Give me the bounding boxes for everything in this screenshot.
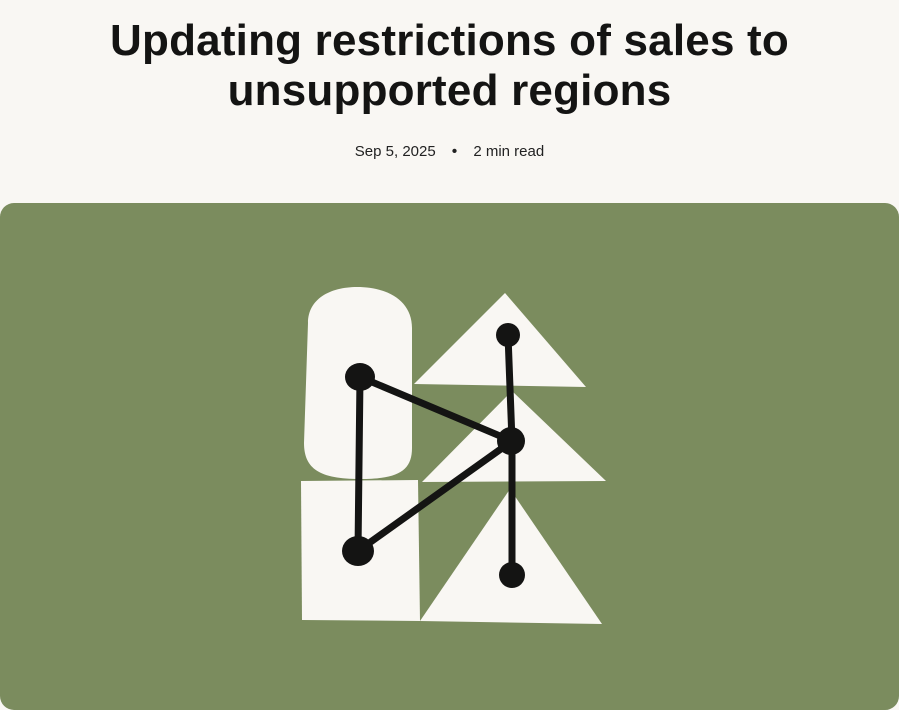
publish-date: Sep 5, 2025: [354, 143, 436, 160]
link-line-upper-diagonal: [356, 373, 516, 445]
link-line-left-vertical: [354, 373, 364, 555]
node-bottom-right: [499, 562, 525, 588]
link-line-right-top: [504, 331, 516, 445]
hero-image: [0, 203, 899, 710]
read-time: 2 min read: [473, 143, 545, 160]
node-center: [497, 427, 525, 455]
link-line-lower-diagonal: [354, 437, 516, 555]
node-top-left: [345, 363, 375, 391]
article-meta: Sep 5, 2025 • 2 min read: [0, 142, 899, 162]
connected-nodes-illustration-icon: [301, 287, 606, 624]
node-top-right: [496, 323, 520, 347]
meta-separator: •: [451, 143, 458, 160]
article-title: Updating restrictions of sales to unsupp…: [110, 16, 789, 115]
node-bottom-left: [342, 536, 374, 566]
article-header: Updating restrictions of sales to unsupp…: [0, 0, 899, 162]
